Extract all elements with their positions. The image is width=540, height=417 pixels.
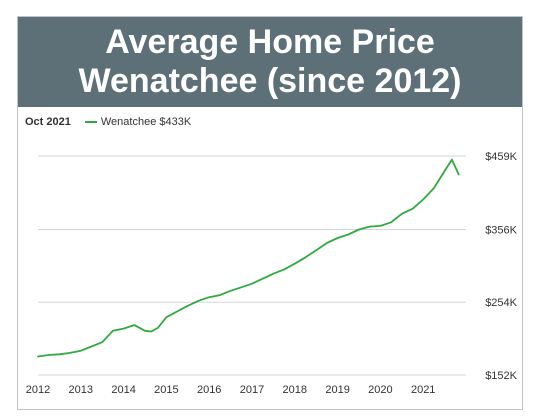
x-tick-label: 2018 bbox=[283, 384, 307, 396]
x-tick-label: 2016 bbox=[197, 384, 221, 396]
x-tick-label: 2020 bbox=[368, 384, 392, 396]
x-tick-label: 2013 bbox=[69, 384, 93, 396]
chart-card: Average Home Price Wenatchee (since 2012… bbox=[17, 16, 523, 410]
y-tick-label: $254K bbox=[485, 297, 517, 309]
x-tick-label: 2014 bbox=[111, 384, 135, 396]
x-tick-label: 2017 bbox=[240, 384, 264, 396]
line-chart: $152K $254K $356K $459K 2012 2013 2014 2015 2016… bbox=[26, 151, 518, 396]
legend: Oct 2021 Wenatchee $433K bbox=[25, 116, 191, 128]
y-tick-label: $459K bbox=[485, 151, 517, 163]
y-tick-label: $152K bbox=[485, 370, 517, 382]
x-tick-label: 2019 bbox=[325, 384, 349, 396]
x-tick-label: 2015 bbox=[154, 384, 178, 396]
x-tick-label: 2012 bbox=[26, 384, 50, 396]
title-line-1: Average Home Price bbox=[105, 23, 435, 61]
title-banner: Average Home Price Wenatchee (since 2012… bbox=[18, 17, 522, 107]
series-line-wenatchee bbox=[37, 158, 460, 358]
legend-swatch bbox=[84, 121, 97, 123]
x-tick-label: 2021 bbox=[411, 384, 435, 396]
legend-date: Oct 2021 bbox=[25, 116, 71, 128]
y-tick-label: $356K bbox=[485, 224, 517, 236]
title-line-2: Wenatchee (since 2012) bbox=[78, 62, 462, 100]
legend-series-label: Wenatchee $433K bbox=[100, 116, 192, 128]
